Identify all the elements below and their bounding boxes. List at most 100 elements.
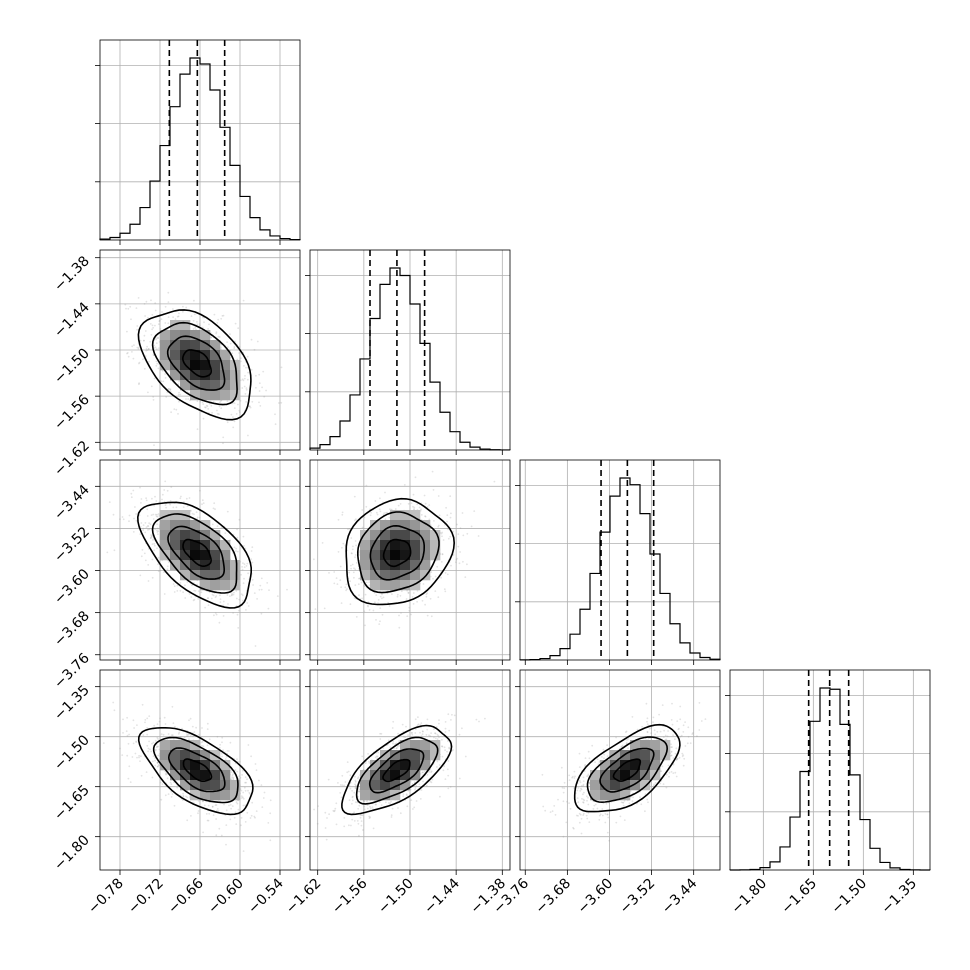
sample-point [211, 523, 214, 526]
sample-point [160, 798, 163, 801]
sample-point [146, 345, 149, 348]
sample-point [425, 734, 428, 736]
sample-point [424, 515, 427, 518]
density-cell [400, 780, 411, 791]
density-cell [420, 520, 431, 531]
sample-point [447, 787, 450, 790]
sample-point [339, 565, 342, 568]
sample-point [236, 613, 239, 616]
sample-point [258, 779, 260, 782]
sample-point [150, 535, 153, 538]
density-cell [190, 570, 201, 581]
sample-point [377, 751, 380, 754]
density-cell [160, 760, 171, 771]
sample-point [457, 545, 460, 548]
density-cell [170, 510, 181, 521]
sample-point [265, 389, 267, 392]
sample-point [174, 318, 177, 321]
density-cell [400, 750, 411, 761]
sample-point [220, 752, 223, 755]
sample-point [198, 323, 201, 325]
sample-point [156, 531, 159, 533]
sample-point [191, 725, 194, 728]
sample-point [280, 366, 283, 369]
sample-point [424, 603, 426, 606]
sample-point [163, 489, 166, 491]
sample-point [441, 535, 443, 538]
sample-point [195, 511, 198, 514]
sample-point [246, 562, 249, 565]
sample-point [374, 601, 376, 604]
sample-point [192, 801, 195, 804]
sample-point [155, 360, 158, 363]
sample-point [126, 716, 128, 719]
sample-point [143, 367, 146, 370]
density-cell [220, 370, 231, 381]
density-cell [400, 580, 411, 591]
sample-point [334, 807, 337, 810]
sample-point [218, 827, 221, 830]
sample-point [187, 733, 190, 736]
density-cell [180, 520, 191, 531]
sample-point [286, 588, 288, 591]
sample-point [146, 733, 149, 736]
density-cell [180, 380, 191, 391]
sample-point [250, 368, 253, 371]
sample-point [190, 510, 192, 512]
sample-point [157, 336, 160, 339]
sample-point [328, 572, 330, 574]
sample-point [393, 747, 395, 750]
sample-point [210, 404, 213, 407]
sample-point [243, 563, 246, 566]
y-tick-label: −1.80 [51, 832, 93, 874]
sample-point [211, 805, 214, 808]
sample-point [153, 724, 156, 727]
sample-point [238, 409, 241, 412]
sample-point [406, 794, 408, 797]
density-cell [410, 570, 421, 581]
sample-point [407, 592, 410, 594]
sample-point [448, 746, 450, 749]
sample-point [585, 814, 588, 817]
sample-point [158, 514, 161, 517]
sample-point [128, 520, 130, 523]
sample-point [410, 613, 412, 616]
sample-point [424, 502, 427, 505]
sample-point [201, 401, 204, 404]
density-cell [370, 520, 381, 531]
sample-point [152, 518, 155, 520]
sample-point [138, 362, 140, 365]
sample-point [340, 796, 343, 799]
sample-point [192, 599, 195, 602]
histogram-1 [309, 267, 511, 451]
sample-point [437, 524, 440, 527]
sample-point [354, 787, 357, 790]
sample-point [439, 795, 441, 798]
sample-point [217, 335, 220, 338]
sample-point [143, 303, 146, 305]
density-cell [190, 560, 201, 571]
sample-point [429, 735, 432, 738]
sample-point [405, 793, 408, 796]
density-cell [220, 790, 231, 801]
sample-point [157, 765, 159, 768]
sample-point [446, 768, 449, 771]
sample-point [260, 577, 263, 580]
density-cell [390, 530, 401, 541]
sample-point [344, 586, 347, 589]
sample-point [378, 508, 381, 511]
sample-point [335, 802, 338, 805]
sample-point [261, 806, 264, 808]
sample-point [218, 401, 221, 404]
sample-point [411, 596, 414, 598]
sample-point [583, 791, 585, 794]
sample-point [443, 746, 446, 749]
sample-point [423, 494, 426, 497]
sample-point [361, 755, 364, 758]
sample-point [119, 518, 121, 520]
sample-point [185, 398, 187, 400]
sample-point [368, 584, 371, 587]
sample-point [151, 742, 153, 745]
density-cell [220, 580, 231, 591]
sample-point [126, 352, 128, 355]
